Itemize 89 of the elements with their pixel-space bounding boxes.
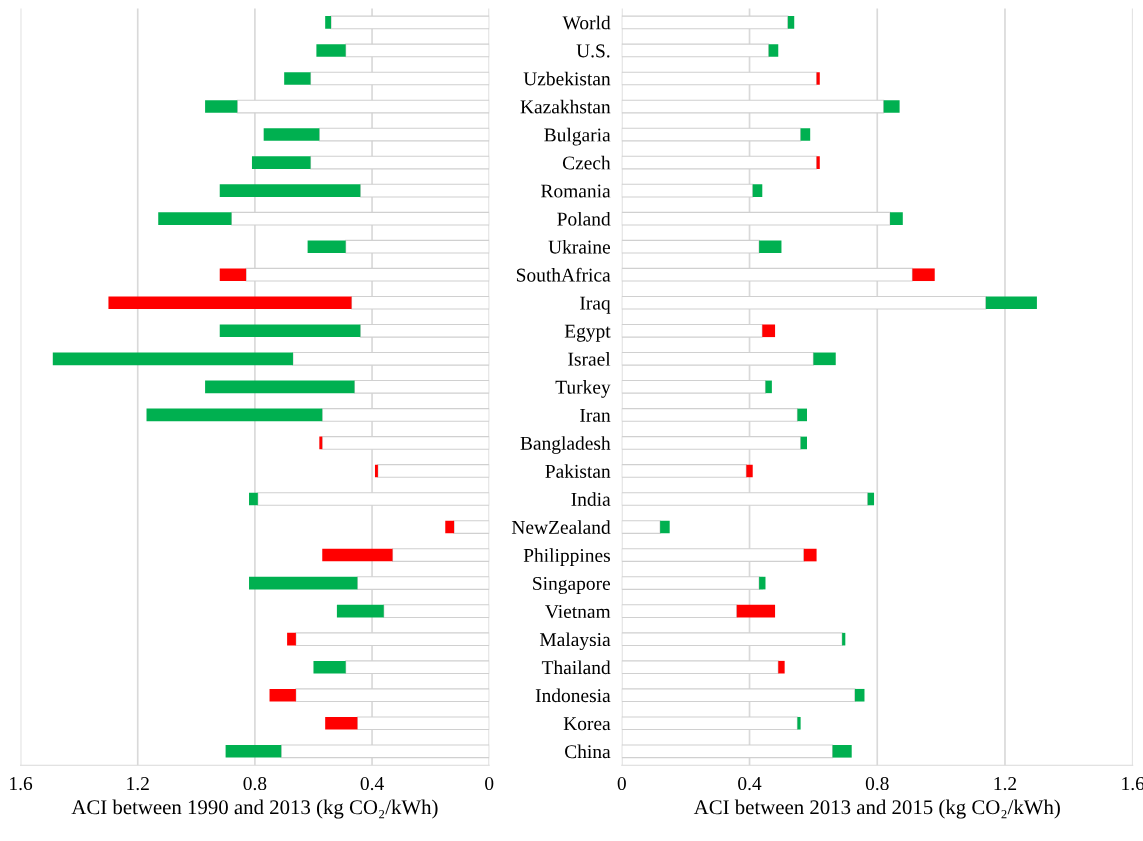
x-tick-label: 0.8 bbox=[243, 776, 267, 791]
bar bbox=[322, 548, 393, 562]
y-tick-label: Israel bbox=[568, 352, 611, 366]
y-tick-label: Egypt bbox=[564, 324, 611, 342]
bar bbox=[854, 688, 865, 702]
y-tick-label: Romania bbox=[541, 184, 611, 198]
y-tick-label: Bangladesh bbox=[520, 436, 611, 454]
y-tick-label: Malaysia bbox=[539, 632, 611, 651]
bar bbox=[249, 576, 358, 590]
x-tick-label: 0.4 bbox=[738, 776, 762, 791]
y-tick-label: Bulgaria bbox=[544, 127, 611, 146]
bar bbox=[287, 632, 296, 646]
bar bbox=[313, 660, 346, 674]
y-tick-label: Uzbekistan bbox=[523, 71, 611, 86]
x-tick-label: 1.2 bbox=[994, 777, 1017, 791]
x-tick-label: 0 bbox=[485, 776, 494, 791]
y-tick-label: World bbox=[562, 15, 611, 30]
bar bbox=[374, 464, 378, 478]
y-tick-label: SouthAfrica bbox=[516, 267, 611, 282]
x-tick-label: 0.8 bbox=[865, 776, 889, 791]
bar bbox=[269, 688, 296, 702]
bar bbox=[660, 520, 670, 534]
bar bbox=[816, 72, 820, 85]
bar bbox=[284, 72, 311, 85]
bar bbox=[219, 268, 247, 282]
y-tick-label: Vietnam bbox=[545, 605, 611, 619]
bar bbox=[797, 716, 801, 730]
x-tick-label: 1.2 bbox=[127, 777, 149, 791]
y-tick-label: Pakistan bbox=[545, 464, 611, 478]
bar bbox=[797, 408, 807, 422]
y-tick-label: China bbox=[565, 744, 611, 759]
bar bbox=[205, 380, 355, 394]
bar bbox=[912, 268, 935, 282]
bar bbox=[800, 128, 811, 141]
bar bbox=[746, 464, 753, 478]
x-tick-label: 0.4 bbox=[360, 776, 384, 791]
y-tick-label: NewZealand bbox=[511, 520, 611, 534]
bar bbox=[316, 44, 346, 57]
bar bbox=[832, 744, 852, 758]
x-tick-label: 0 bbox=[617, 776, 626, 791]
x-axis-title: ACI between 2013 and 2015 (kg CO₂/kWh) bbox=[693, 799, 1060, 819]
bar bbox=[813, 352, 836, 366]
bar bbox=[325, 16, 332, 29]
bar bbox=[225, 744, 282, 758]
bar bbox=[336, 604, 384, 618]
y-tick-label: Philippines bbox=[523, 548, 610, 566]
y-tick-label: Indonesia bbox=[535, 688, 611, 703]
x-axis-title: ACI between 1990 and 2013 (kg CO₂/kWh) bbox=[71, 799, 438, 819]
bar bbox=[251, 156, 311, 169]
y-tick-label: Czech bbox=[562, 155, 611, 170]
bar bbox=[219, 184, 361, 197]
y-tick-label: Turkey bbox=[555, 380, 611, 398]
bar bbox=[816, 156, 820, 169]
bar bbox=[146, 408, 323, 422]
bar bbox=[52, 352, 293, 366]
y-tick-label: Iraq bbox=[580, 296, 611, 314]
bar bbox=[319, 436, 323, 450]
y-tick-label: India bbox=[571, 492, 611, 506]
bar bbox=[219, 324, 361, 338]
y-tick-label: Korea bbox=[563, 717, 611, 731]
y-tick-label: Poland bbox=[557, 211, 611, 226]
bar bbox=[158, 212, 232, 225]
y-tick-label: Thailand bbox=[541, 660, 611, 675]
bar bbox=[768, 44, 779, 57]
bar bbox=[765, 380, 772, 394]
bar bbox=[890, 212, 903, 225]
y-tick-label: Singapore bbox=[533, 576, 611, 595]
bar bbox=[445, 520, 455, 534]
bar bbox=[778, 660, 785, 674]
bar bbox=[985, 296, 1037, 310]
y-tick-label: U.S. bbox=[576, 44, 610, 58]
bar bbox=[883, 100, 900, 113]
bar bbox=[108, 296, 352, 310]
bar bbox=[803, 548, 817, 562]
y-tick-label: Iran bbox=[580, 408, 611, 422]
bar bbox=[787, 16, 795, 29]
y-tick-label: Ukraine bbox=[548, 239, 611, 254]
bar bbox=[752, 184, 763, 197]
bar bbox=[842, 632, 846, 646]
bar bbox=[759, 240, 782, 253]
bar bbox=[762, 324, 776, 338]
x-tick-label: 1.6 bbox=[10, 777, 33, 791]
bar bbox=[325, 716, 358, 730]
bar bbox=[263, 128, 320, 141]
bar bbox=[736, 604, 776, 618]
bar bbox=[205, 100, 238, 113]
y-tick-label: Kazakhstan bbox=[520, 99, 611, 114]
bar bbox=[307, 240, 346, 253]
bar bbox=[249, 492, 258, 506]
